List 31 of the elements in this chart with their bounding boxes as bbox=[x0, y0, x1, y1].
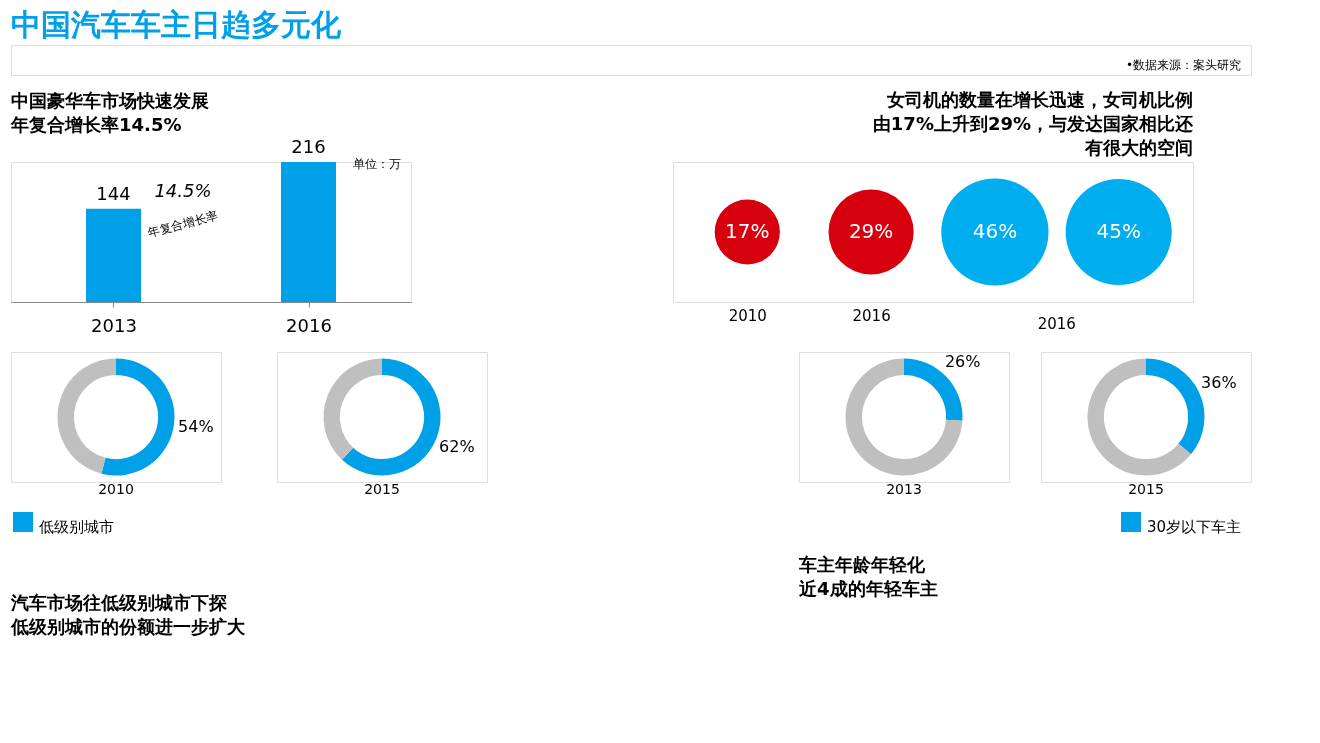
chart-title: 中国豪华车市场快速发展年复合增长率14.5% bbox=[10, 90, 209, 135]
donut-slice bbox=[323, 358, 382, 460]
text: •数据来源：案头研究 bbox=[1125, 58, 1241, 72]
donut-slice bbox=[1087, 358, 1192, 476]
text: 汽车市场往低级别城市下探低级别城市的份额进一步扩大 bbox=[10, 592, 246, 637]
text: 中国汽车车主日趋多元化 bbox=[11, 7, 342, 42]
annotation: 年复合增长率 bbox=[146, 207, 220, 241]
data-label: 62% bbox=[439, 436, 475, 456]
data-label: 26% bbox=[944, 351, 981, 371]
legend-label: 低级别城市 bbox=[39, 518, 114, 536]
data-label: 36% bbox=[1201, 372, 1237, 392]
text: 2015 bbox=[364, 481, 400, 497]
text: 女司机的数量在增长迅速，女司机比例由17%上升到29%，与发达国家相比还有很大的空间 bbox=[872, 89, 1194, 158]
annotation: 单位：万 bbox=[353, 157, 401, 171]
text: 2010 bbox=[98, 481, 134, 497]
text: 2015 bbox=[1128, 481, 1164, 497]
text: 2013 bbox=[886, 481, 922, 497]
donut-slice bbox=[341, 358, 441, 476]
data-label: 17% bbox=[725, 219, 770, 243]
data-label: 46% bbox=[972, 219, 1018, 243]
text: 车主年龄年轻化近4成的年轻车主 bbox=[798, 554, 938, 599]
donut-slice bbox=[101, 358, 175, 476]
data-label: 216 bbox=[291, 136, 326, 157]
data-label: 54% bbox=[178, 417, 214, 437]
data-label: 29% bbox=[848, 219, 894, 243]
donut-slice bbox=[57, 358, 116, 474]
annotation: 14.5% bbox=[154, 180, 212, 201]
legend-label: 30岁以下车主 bbox=[1147, 518, 1242, 536]
data-label: 45% bbox=[1096, 219, 1141, 243]
data-label: 144 bbox=[96, 182, 131, 204]
category-label: 2010 bbox=[728, 306, 767, 325]
